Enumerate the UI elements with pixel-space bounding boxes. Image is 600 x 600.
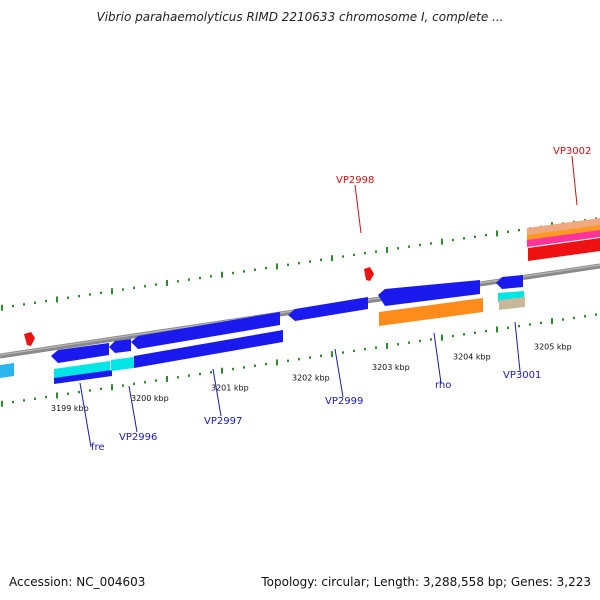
gene-feature-vp2999[interactable] (288, 297, 368, 321)
map-title: Vibrio parahaemolyticus RIMD 2210633 chr… (96, 10, 504, 24)
red-marker-vp2998[interactable] (364, 267, 374, 281)
gene-feature-vp2997[interactable] (131, 312, 280, 349)
gene-feature-fre-cyan[interactable] (54, 361, 110, 379)
gene-label-leader (354, 184, 362, 234)
gene-feature-vp3002-band2[interactable] (527, 225, 600, 241)
gene-label[interactable]: VP3002 (553, 146, 591, 157)
gene-label-leader (514, 321, 521, 372)
gene-labels: fre VP2996 VP2997 VP2999 rho VP3001 VP2998 VP30… (79, 146, 591, 453)
gene-label-leader (334, 348, 344, 398)
gene-feature-vp2996-cyan[interactable] (111, 357, 134, 371)
tick-tracks (1, 217, 597, 407)
scale-label: 3202 kbp (292, 373, 330, 382)
gene-label-leader (212, 368, 222, 417)
scale-label: 3200 kbp (131, 394, 169, 403)
gene-feature-vp3002-band3[interactable] (527, 230, 600, 247)
gene-label[interactable]: VP2998 (336, 175, 374, 186)
gene-feature-edge-left[interactable] (0, 363, 14, 378)
gene-label-leader (79, 382, 92, 448)
scale-labels: 3199 kbp 3200 kbp 3201 kbp 3202 kbp 3203 kbp… (51, 342, 572, 413)
scale-label: 3204 kbp (453, 353, 491, 362)
gene-label-leader (433, 332, 442, 384)
gene-feature-fre-lower[interactable] (54, 370, 112, 384)
scale-label: 3205 kbp (534, 342, 572, 351)
scale-label: 3203 kbp (372, 363, 410, 372)
gene-feature-vp3001-tan[interactable] (499, 297, 525, 310)
gene-feature-vp3002-band1[interactable] (527, 218, 600, 236)
red-marker-left[interactable] (24, 332, 35, 346)
gene-feature-vp2996[interactable] (109, 339, 131, 353)
gene-features (0, 218, 600, 384)
gene-feature-fre[interactable] (51, 343, 109, 363)
gene-label-leader (571, 155, 578, 206)
gene-label[interactable]: VP3001 (503, 370, 541, 381)
gene-feature-vp3001-upper[interactable] (496, 275, 523, 289)
gene-label[interactable]: VP2996 (119, 432, 157, 443)
gene-feature-vp3002[interactable] (528, 238, 600, 261)
gene-label[interactable]: rho (435, 380, 451, 391)
gene-feature-rho[interactable] (379, 298, 483, 326)
scale-label: 3199 kbp (51, 404, 89, 413)
gene-label[interactable]: VP2997 (204, 416, 242, 427)
gene-feature-upper-3203[interactable] (378, 280, 480, 306)
scale-label: 3201 kbp (211, 384, 249, 393)
gene-label[interactable]: fre (91, 442, 105, 453)
genome-summary-label: Topology: circular; Length: 3,288,558 bp… (261, 575, 591, 589)
accession-label: Accession: NC_004603 (9, 575, 146, 589)
gene-feature-vp2997-lower[interactable] (134, 330, 283, 368)
gene-label[interactable]: VP2999 (325, 396, 363, 407)
gene-label-leader (128, 385, 138, 433)
